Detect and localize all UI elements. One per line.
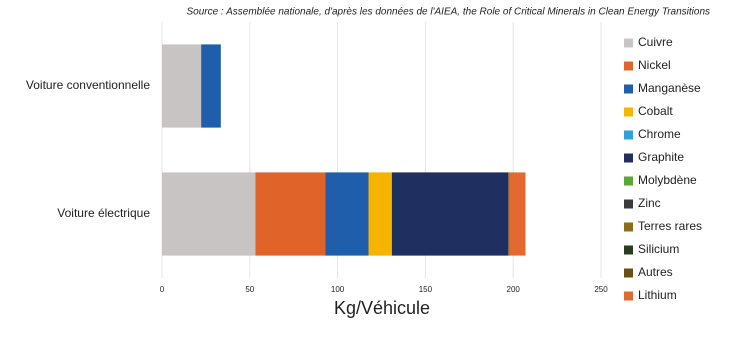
x-tick-label: 100 <box>331 285 345 294</box>
legend-label: Lithium <box>638 288 677 302</box>
legend-label: Manganèse <box>638 81 701 95</box>
legend-swatch <box>624 292 633 301</box>
bar-segment <box>162 44 201 127</box>
bar-segment <box>510 172 526 255</box>
legend-swatch <box>624 246 633 255</box>
legend-swatch <box>624 131 633 140</box>
legend-swatch <box>624 269 633 278</box>
legend-swatch <box>624 223 633 232</box>
legend-swatch <box>624 39 633 48</box>
bar-segment <box>392 172 508 255</box>
legend-swatch <box>624 177 633 186</box>
legend-label: Molybdène <box>638 173 697 187</box>
legend-swatch <box>624 62 633 71</box>
bar-segment <box>255 172 325 255</box>
legend-label: Chrome <box>638 127 681 141</box>
legend-label: Graphite <box>638 150 684 164</box>
bar-segment <box>369 172 392 255</box>
legend-label: Silicium <box>638 242 679 256</box>
legend-label: Nickel <box>638 58 671 72</box>
x-tick-label: 200 <box>507 285 521 294</box>
legend-swatch <box>624 154 633 163</box>
bar-segment <box>201 44 221 127</box>
legend-label: Cobalt <box>638 104 673 118</box>
legend-label: Zinc <box>638 196 661 210</box>
y-tick-label: Voiture conventionnelle <box>26 78 150 92</box>
bar-segment <box>508 172 509 255</box>
legend-label: Autres <box>638 265 673 279</box>
legend-swatch <box>624 85 633 94</box>
x-axis-title: Kg/Véhicule <box>334 298 430 318</box>
legend-label: Terres rares <box>638 219 702 233</box>
x-tick-label: 0 <box>160 285 165 294</box>
x-tick-label: 150 <box>419 285 433 294</box>
bar-segment <box>162 172 255 255</box>
bar-segment <box>509 172 510 255</box>
x-tick-label: 250 <box>594 285 608 294</box>
legend-swatch <box>624 108 633 117</box>
legend-label: Cuivre <box>638 35 673 49</box>
bar-segment <box>325 172 368 255</box>
x-tick-label: 50 <box>245 285 254 294</box>
source: Source : Assemblée nationale, d'après le… <box>186 7 710 18</box>
y-tick-label: Voiture électrique <box>57 206 150 220</box>
legend-swatch <box>624 200 633 209</box>
